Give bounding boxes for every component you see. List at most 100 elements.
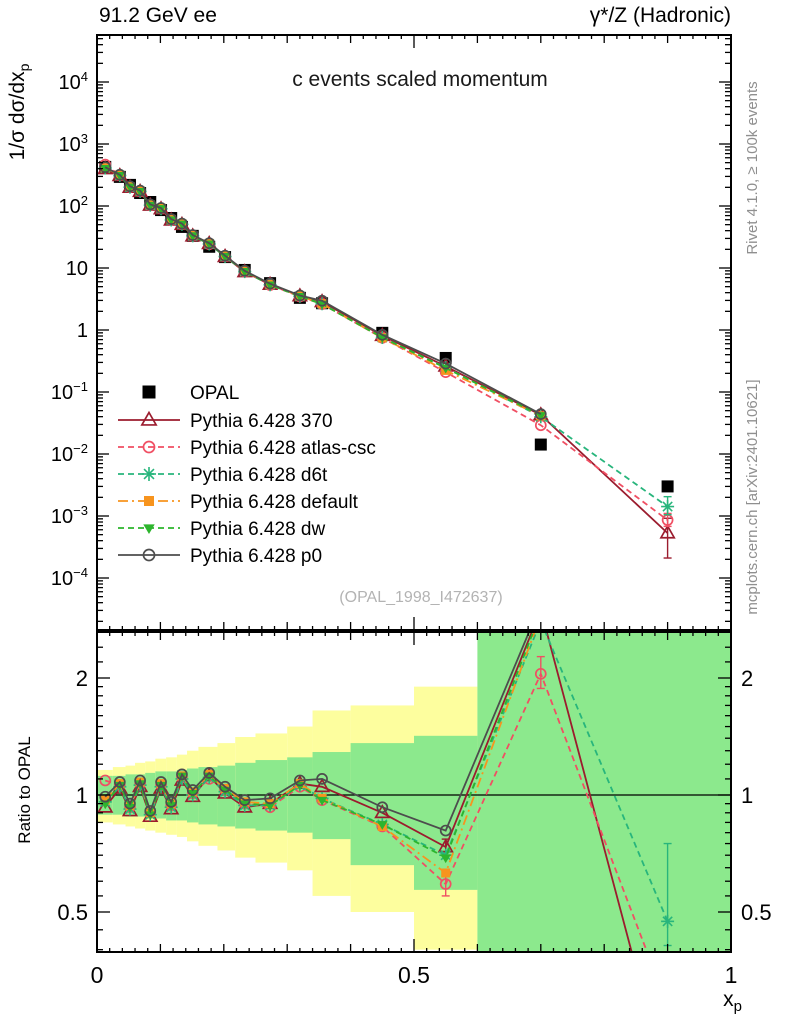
main-y-tick-label: 10−4 bbox=[51, 565, 88, 590]
rivet-version-note: Rivet 4.1.0, ≥ 100k events bbox=[744, 81, 761, 254]
band-green bbox=[477, 632, 731, 952]
legend-item-dw: Pythia 6.428 dw bbox=[118, 519, 325, 540]
main-y-tick-label: 10 bbox=[66, 258, 88, 280]
marker-circle-open bbox=[316, 773, 328, 785]
axis-ticks bbox=[96, 35, 732, 952]
legend-item-d6t: Pythia 6.428 d6t bbox=[118, 465, 328, 486]
marker-triangle-open bbox=[140, 410, 158, 426]
marker-circle-open bbox=[113, 168, 126, 181]
marker-square-filled bbox=[144, 496, 154, 506]
legend-label-p0: Pythia 6.428 p0 bbox=[190, 546, 322, 567]
marker-circle-open bbox=[219, 249, 231, 262]
marker-circle-open bbox=[203, 767, 216, 779]
marker-circle-open bbox=[176, 217, 188, 230]
marker-triangle-open bbox=[534, 603, 547, 615]
ratio-y-tick-label: 2 bbox=[76, 666, 88, 691]
legend-item-default: Pythia 6.428 default bbox=[118, 492, 359, 513]
marker-asterisk bbox=[661, 500, 675, 514]
main-y-tick-label: 102 bbox=[59, 193, 88, 218]
legend-label-atlas-csc: Pythia 6.428 atlas-csc bbox=[190, 438, 376, 459]
marker-square-filled bbox=[100, 795, 110, 805]
header-left: 91.2 GeV ee bbox=[99, 4, 217, 27]
marker-circle-open bbox=[134, 184, 146, 197]
main-y-tick-label: 104 bbox=[59, 69, 88, 94]
marker-circle-open bbox=[144, 805, 157, 817]
marker-circle-open bbox=[186, 229, 199, 241]
marker-circle-open bbox=[264, 792, 276, 805]
marker-circle-open bbox=[316, 294, 328, 307]
marker-circle-open bbox=[219, 780, 231, 793]
marker-circle-open bbox=[144, 198, 157, 211]
marker-triangle-down-filled bbox=[536, 609, 546, 618]
marker-asterisk bbox=[661, 914, 675, 928]
x-tick-label: 0.5 bbox=[398, 962, 430, 988]
marker-circle-open bbox=[294, 774, 306, 787]
marker-circle-open bbox=[134, 774, 146, 787]
marker-triangle-down-filled bbox=[219, 252, 231, 262]
marker-asterisk bbox=[142, 467, 156, 481]
series-line-p0 bbox=[104, 166, 542, 415]
header-right: γ*/Z (Hadronic) bbox=[590, 4, 731, 27]
marker-circle-open bbox=[663, 1001, 673, 1011]
marker-circle-open bbox=[534, 408, 547, 420]
marker-circle-open bbox=[155, 202, 167, 214]
ratio-y-tick-label: 0.5 bbox=[57, 900, 88, 925]
marker-square-filled bbox=[534, 438, 547, 451]
marker-circle-open bbox=[155, 776, 167, 788]
marker-triangle-down-filled bbox=[535, 412, 547, 421]
marker-circle-open bbox=[439, 357, 452, 370]
marker-circle-open bbox=[534, 667, 547, 680]
ratio-y-tick-label: 1 bbox=[76, 783, 88, 808]
marker-triangle-down-filled bbox=[377, 821, 388, 830]
marker-circle-open bbox=[264, 277, 276, 290]
marker-circle-open bbox=[376, 328, 389, 341]
marker-circle-open bbox=[186, 784, 199, 796]
legend-item-opal: OPAL bbox=[142, 383, 239, 404]
marker-triangle-down-filled bbox=[187, 232, 198, 242]
marker-square-filled bbox=[661, 480, 674, 493]
marker-circle-open bbox=[142, 440, 156, 454]
ratio-panel-series bbox=[97, 599, 675, 1011]
marker-square-filled bbox=[536, 611, 545, 620]
ratio-y-tick-label-right: 1 bbox=[741, 783, 753, 808]
marker-circle-open bbox=[238, 794, 251, 806]
marker-triangle-down-filled bbox=[100, 800, 111, 810]
marker-circle-open bbox=[294, 289, 306, 302]
marker-triangle-down-filled bbox=[124, 183, 136, 193]
marker-triangle-down-filled bbox=[100, 164, 111, 174]
legend-label-opal: OPAL bbox=[190, 383, 239, 404]
marker-circle-open bbox=[203, 237, 216, 250]
main-y-tick-label: 103 bbox=[59, 131, 88, 156]
x-tick-label: 1 bbox=[725, 962, 738, 988]
main-y-tick-label: 10−3 bbox=[51, 503, 88, 528]
legend-label-dw: Pythia 6.428 dw bbox=[190, 519, 325, 540]
marker-circle-open bbox=[99, 790, 112, 803]
main-y-tick-label: 1 bbox=[77, 320, 88, 342]
main-panel-series bbox=[97, 158, 676, 559]
plot-title: c events scaled momentum bbox=[292, 68, 548, 91]
legend-label-d6t: Pythia 6.428 d6t bbox=[190, 465, 328, 486]
band-green bbox=[145, 772, 156, 819]
marker-triangle-down-filled bbox=[316, 796, 328, 806]
ratio-y-axis-title: Ratio to OPAL bbox=[15, 736, 34, 843]
marker-triangle-open bbox=[659, 524, 676, 539]
marker-triangle-down-filled bbox=[145, 201, 156, 211]
series-line-dw bbox=[104, 167, 542, 417]
marker-circle-open bbox=[176, 768, 188, 781]
marker-triangle-down-filled bbox=[264, 281, 276, 291]
marker-triangle-down-filled bbox=[264, 802, 276, 811]
marker-triangle-open bbox=[313, 778, 331, 793]
marker-triangle-down-filled bbox=[440, 854, 451, 864]
marker-triangle-down-filled bbox=[143, 524, 155, 534]
ratio-y-tick-label-right: 0.5 bbox=[741, 900, 772, 925]
band-green bbox=[217, 765, 236, 827]
marker-circle-open bbox=[124, 180, 136, 193]
marker-circle-open bbox=[536, 599, 546, 609]
marker-square-filled bbox=[142, 385, 156, 399]
marker-triangle-down-filled bbox=[165, 216, 177, 226]
band-green bbox=[166, 771, 177, 821]
x-tick-label: 0 bbox=[91, 962, 104, 988]
